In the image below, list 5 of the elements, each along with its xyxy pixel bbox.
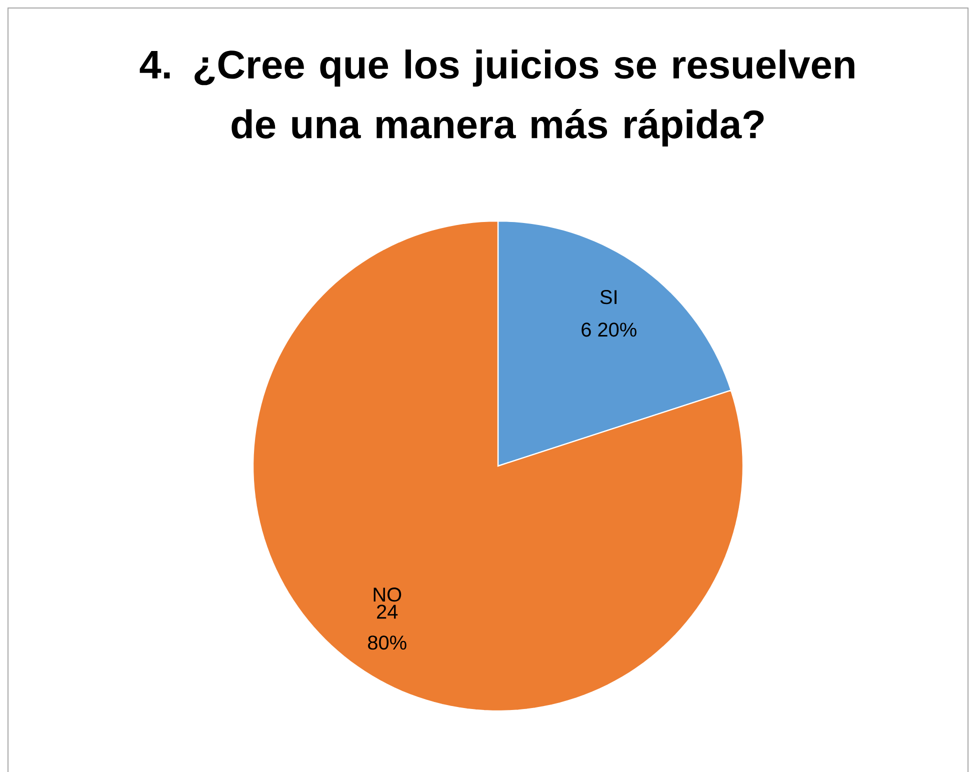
slice-label: SI	[600, 290, 616, 304]
data-label: 24 80%	[368, 604, 406, 650]
slice-label: NO	[374, 587, 402, 602]
data-label: 6 20%	[582, 322, 636, 336]
chart-title: 4. ¿Cree que los juicios se resuelven de una manera más rápida?	[140, 49, 854, 146]
